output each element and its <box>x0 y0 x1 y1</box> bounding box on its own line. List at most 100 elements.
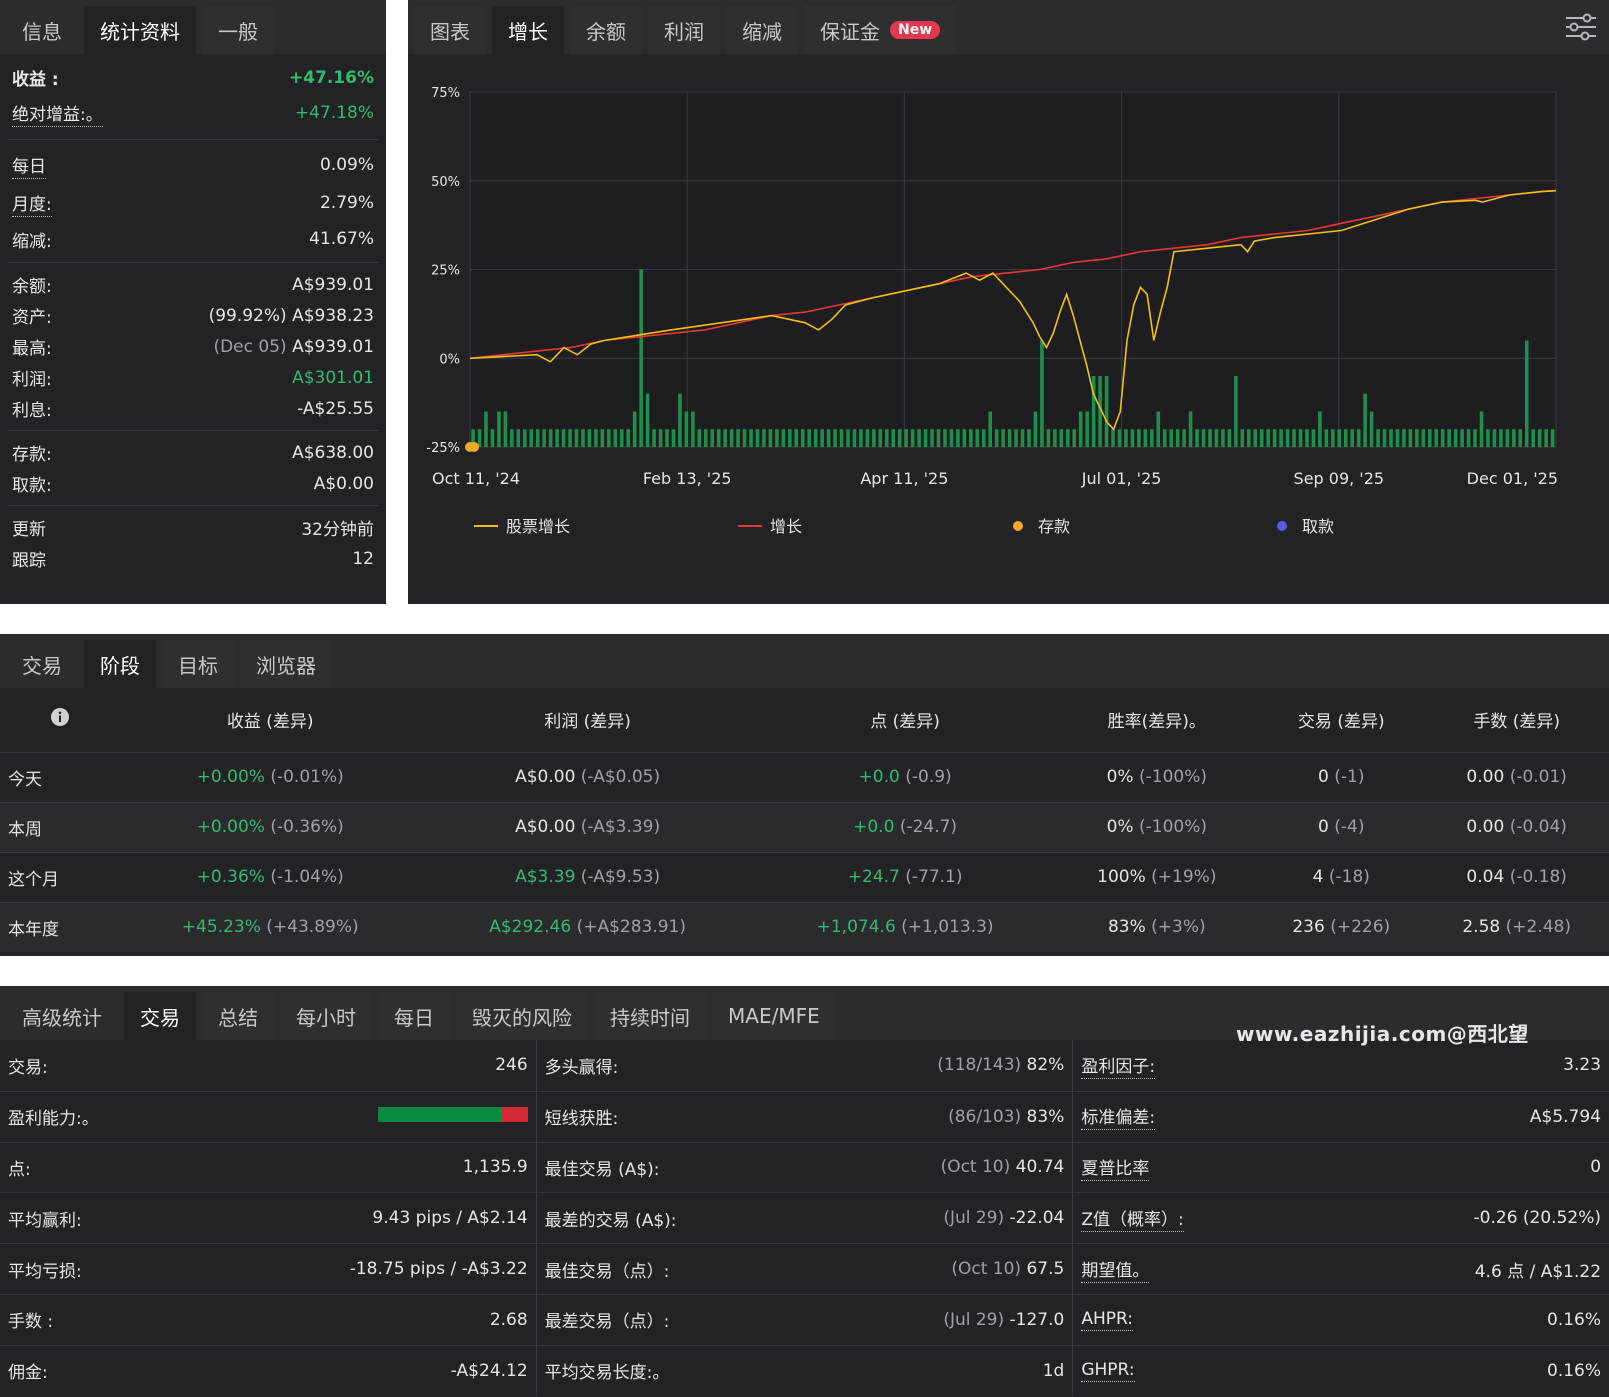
stat-label[interactable]: GHPR: <box>1081 1359 1135 1382</box>
stat-row: 最差交易（点）: (Jul 29) -127.0 <box>536 1293 1073 1345</box>
header-gain: 收益 (差异) <box>226 712 314 733</box>
bar-mark <box>1240 429 1245 447</box>
bar-mark <box>923 429 928 447</box>
bar-mark <box>775 429 779 447</box>
stat-label[interactable]: 夏普比率 <box>1081 1154 1150 1181</box>
tab-trades[interactable]: 交易 <box>124 992 196 1040</box>
stat-value-group: 246 <box>495 1055 527 1075</box>
stat-row: 夏普比率 0 <box>1073 1141 1609 1193</box>
table-cell: 0.00 (-0.01) <box>1424 751 1609 802</box>
tab-advanced-stats[interactable]: 高级统计 <box>22 1005 102 1030</box>
sliders-icon[interactable] <box>1565 12 1597 46</box>
new-badge: New <box>890 21 941 39</box>
bar-mark <box>704 429 708 447</box>
tab-balance[interactable]: 余额 <box>570 6 642 54</box>
table-cell: 0.00 (-0.04) <box>1424 801 1609 852</box>
advanced-tabbar: 高级统计 交易 总结 每小时 每日 毁灭的风险 持续时间 MAE/MFE <box>0 986 1609 1040</box>
cell-diff: (-A$0.05) <box>580 767 661 787</box>
tab-chart[interactable]: 图表 <box>414 6 486 54</box>
table-cell: A$292.46 (+A$283.91) <box>420 901 755 952</box>
bar-mark <box>1234 376 1238 447</box>
tab-daily[interactable]: 每日 <box>378 992 450 1040</box>
table-cell: 83% (+3%) <box>1055 901 1259 952</box>
growth-chart[interactable]: 75% 50% 25% 0% -25% Oct 11, '24 Feb 13, '25 Apr… <box>408 54 1609 604</box>
stat-label[interactable]: Z值（概率）: <box>1081 1205 1184 1232</box>
bar-mark <box>1473 429 1477 447</box>
bar-mark <box>949 429 954 447</box>
table-cell: A$3.39 (-A$9.53) <box>420 851 755 902</box>
stat-deposits-label: 存款: <box>12 445 52 465</box>
tab-risk-of-ruin[interactable]: 毁灭的风险 <box>456 992 588 1040</box>
bar-mark <box>594 429 598 447</box>
tab-summary[interactable]: 总结 <box>202 992 274 1040</box>
tab-hourly[interactable]: 每小时 <box>280 992 372 1040</box>
table-cell: +1,074.6 (+1,013.3) <box>754 901 1056 952</box>
table-cell: +24.7 (-77.1) <box>754 851 1056 902</box>
tab-goals[interactable]: 目标 <box>162 640 234 688</box>
stat-label: 平均交易长度:。 <box>544 1363 670 1384</box>
stat-label: 多头赢得: <box>544 1057 619 1078</box>
tab-growth[interactable]: 增长 <box>492 6 564 54</box>
cell-value: 4 <box>1312 867 1324 887</box>
stat-daily-label[interactable]: 每日 <box>12 152 46 179</box>
bar-mark <box>1072 429 1077 447</box>
bar-mark <box>1007 429 1012 447</box>
bar-mark <box>497 411 501 447</box>
bar-mark <box>813 429 818 447</box>
stat-label[interactable]: AHPR: <box>1081 1308 1134 1331</box>
bar-mark <box>1402 429 1406 447</box>
y-tick-label: -25% <box>426 441 460 456</box>
tab-periods[interactable]: 阶段 <box>84 640 156 688</box>
cell-value: +1,074.6 <box>816 917 896 938</box>
tab-mae-mfe[interactable]: MAE/MFE <box>712 992 836 1040</box>
cell-diff: (-24.7) <box>899 817 958 837</box>
cell-value: 0 <box>1318 817 1329 837</box>
stat-value: 0 <box>1590 1157 1602 1178</box>
tab-trades[interactable]: 交易 <box>22 653 62 678</box>
tab-general[interactable]: 一般 <box>202 6 274 54</box>
stat-label: 平均赢利: <box>8 1210 82 1231</box>
info-icon[interactable] <box>0 688 120 752</box>
bar-mark <box>1078 411 1083 447</box>
tab-browser[interactable]: 浏览器 <box>240 640 332 688</box>
tab-margin[interactable]: 保证金 New <box>804 6 957 54</box>
stat-note: (Jul 29) <box>943 1208 1005 1229</box>
bar-mark <box>807 429 811 447</box>
stat-label[interactable]: 标准偏差: <box>1081 1103 1156 1131</box>
stat-label[interactable]: 期望值。 <box>1081 1256 1150 1283</box>
bar-mark <box>762 429 766 447</box>
stat-value: 9.43 pips / A$2.14 <box>372 1208 528 1229</box>
cell-value: A$0.00 <box>515 767 576 787</box>
bar-mark <box>1020 429 1025 447</box>
bar-mark <box>1550 429 1555 447</box>
tab-drawdown[interactable]: 缩减 <box>726 6 798 54</box>
bar-mark <box>607 429 611 447</box>
stat-value: -18.75 pips / -A$3.22 <box>349 1259 528 1280</box>
bar-mark <box>994 429 999 447</box>
stat-monthly: 月度: 2.79% <box>0 184 386 222</box>
bar-mark <box>910 429 915 447</box>
bar-mark <box>1350 429 1354 447</box>
stat-abs-gain-label[interactable]: 绝对增益:。 <box>12 100 103 127</box>
bar-mark <box>742 429 747 447</box>
period-table-header: 收益 (差异) 利润 (差异) 点 (差异) 胜率(差异)。 交易 (差异) 手… <box>0 688 1609 752</box>
stat-label: 交易: <box>8 1057 48 1078</box>
stat-abs-gain-value: +47.18% <box>294 103 374 123</box>
tab-duration[interactable]: 持续时间 <box>594 992 706 1040</box>
bar-mark <box>1201 429 1206 447</box>
equity-growth-series-line <box>469 189 1557 431</box>
tab-statistics[interactable]: 统计资料 <box>84 6 196 54</box>
stat-label[interactable]: 盈利因子: <box>1081 1052 1156 1079</box>
table-cell: A$0.00 (-A$3.39) <box>420 801 755 852</box>
stat-monthly-label[interactable]: 月度: <box>12 190 52 217</box>
tab-info[interactable]: 信息 <box>22 19 62 44</box>
bar-mark <box>529 429 534 447</box>
bar-mark <box>548 429 553 447</box>
stat-value-group: 4.6 点 / A$1.22 <box>1475 1257 1601 1282</box>
bar-mark <box>1182 429 1186 447</box>
bar-mark <box>1524 340 1529 447</box>
tab-profit[interactable]: 利润 <box>648 6 720 54</box>
bar-mark <box>904 429 908 447</box>
bar-mark <box>969 429 973 447</box>
stat-row: 最差的交易 (A$): (Jul 29) -22.04 <box>536 1192 1073 1243</box>
